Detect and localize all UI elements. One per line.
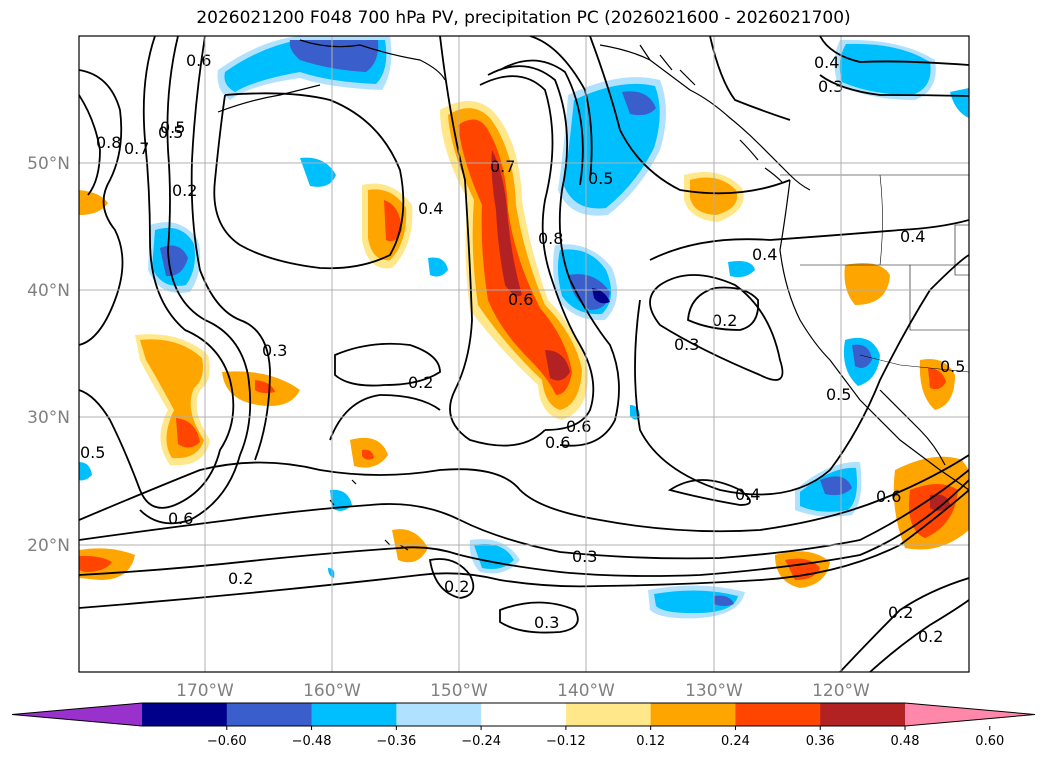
colorbar-tick-label: 0.48	[891, 734, 920, 749]
colorbar-outline	[11, 702, 1036, 727]
map-content: 0.6 0.8 0.7 0.5 0.2 0.4 0.3 0.2 0.5 0.6 …	[79, 36, 969, 672]
latitude-labels: 50°N 40°N 30°N 20°N	[27, 154, 70, 556]
colorbar-tick-label: −0.60	[207, 734, 247, 749]
contour-label: 0.6	[508, 290, 533, 309]
contour-label: 0.5	[588, 169, 613, 188]
contour-label: 0.8	[538, 229, 563, 248]
lon-label-170w: 170°W	[176, 681, 234, 701]
map-title: 2026021200 F048 700 hPa PV, precipitatio…	[196, 8, 851, 28]
colorbar-segment	[735, 703, 821, 726]
colorbar: −0.60 −0.48 −0.36 −0.24 −0.12 0.12 0.24 0.36 0.4…	[11, 702, 1036, 749]
contour-label: 0.2	[918, 627, 943, 646]
colorbar-tick-label: −0.36	[376, 734, 416, 749]
contour-label: 0.4	[900, 227, 925, 246]
contour-label: 0.6	[168, 509, 193, 528]
gridlines	[79, 36, 969, 672]
contour-label: 0.2	[712, 311, 737, 330]
lat-label-40n: 40°N	[27, 281, 70, 301]
contour-label: 0.5	[826, 385, 851, 404]
colorbar-extension-max	[905, 703, 1035, 726]
contour-label: 0.3	[572, 547, 597, 566]
colorbar-tick-label: 0.36	[806, 734, 835, 749]
contour-label: 0.2	[228, 569, 253, 588]
contour-labels: 0.6 0.8 0.7 0.5 0.2 0.4 0.3 0.2 0.5 0.6 …	[80, 51, 965, 646]
contour-label: 0.4	[814, 53, 839, 72]
colorbar-extension-min	[12, 703, 142, 726]
colorbar-segment	[311, 703, 397, 726]
contour-label: 0.2	[172, 181, 197, 200]
lon-label-150w: 150°W	[430, 681, 488, 701]
lon-label-120w: 120°W	[812, 681, 870, 701]
contour-label: 0.5	[158, 123, 183, 142]
contour-label: 0.5	[940, 357, 965, 376]
lat-label-30n: 30°N	[27, 408, 70, 428]
contour-label: 0.7	[490, 157, 515, 176]
contour-label: 0.5	[160, 118, 185, 137]
contour-label: 0.2	[888, 603, 913, 622]
contour-label: 0.3	[818, 77, 843, 96]
colorbar-tick-label: −0.48	[292, 734, 332, 749]
contour-label: 0.2	[408, 373, 433, 392]
contour-label: 0.6	[566, 417, 591, 436]
colorbar-segment	[396, 703, 482, 726]
map-frame	[78, 35, 970, 673]
colorbar-tick-label: 0.60	[975, 734, 1004, 749]
colorbar-segment	[142, 703, 228, 726]
colorbar-tick-label: 0.24	[721, 734, 750, 749]
colorbar-tick-label: −0.24	[461, 734, 501, 749]
colorbar-segment	[820, 703, 906, 726]
lon-label-130w: 130°W	[685, 681, 743, 701]
contour-label: 0.4	[752, 245, 777, 264]
contour-label: 0.2	[444, 577, 469, 596]
contour-label: 0.6	[545, 433, 570, 452]
lat-label-20n: 20°N	[27, 536, 70, 556]
colorbar-segment	[226, 703, 313, 726]
colorbar-segment	[650, 703, 736, 726]
contour-label: 0.5	[80, 443, 105, 462]
longitude-labels: 170°W 160°W 150°W 140°W 130°W 120°W	[176, 681, 870, 701]
precip-positive-anomalies	[79, 101, 969, 588]
contour-label: 0.4	[735, 485, 760, 504]
lon-label-140w: 140°W	[557, 681, 615, 701]
colorbar-tick-label: 0.12	[636, 734, 665, 749]
contour-label: 0.4	[418, 199, 443, 218]
contour-label: 0.8	[96, 133, 121, 152]
contour-label: 0.6	[186, 51, 211, 70]
contour-label: 0.3	[534, 613, 559, 632]
contour-label: 0.3	[262, 341, 287, 360]
precip-negative-anomalies	[79, 36, 969, 619]
colorbar-segment	[481, 703, 567, 726]
contour-label: 0.7	[124, 139, 149, 158]
lat-label-50n: 50°N	[27, 154, 70, 174]
contour-label: 0.6	[876, 487, 901, 506]
contour-label: 0.3	[674, 335, 699, 354]
lon-label-160w: 160°W	[303, 681, 361, 701]
colorbar-tick-label: −0.12	[546, 734, 586, 749]
colorbar-segment	[565, 703, 652, 726]
